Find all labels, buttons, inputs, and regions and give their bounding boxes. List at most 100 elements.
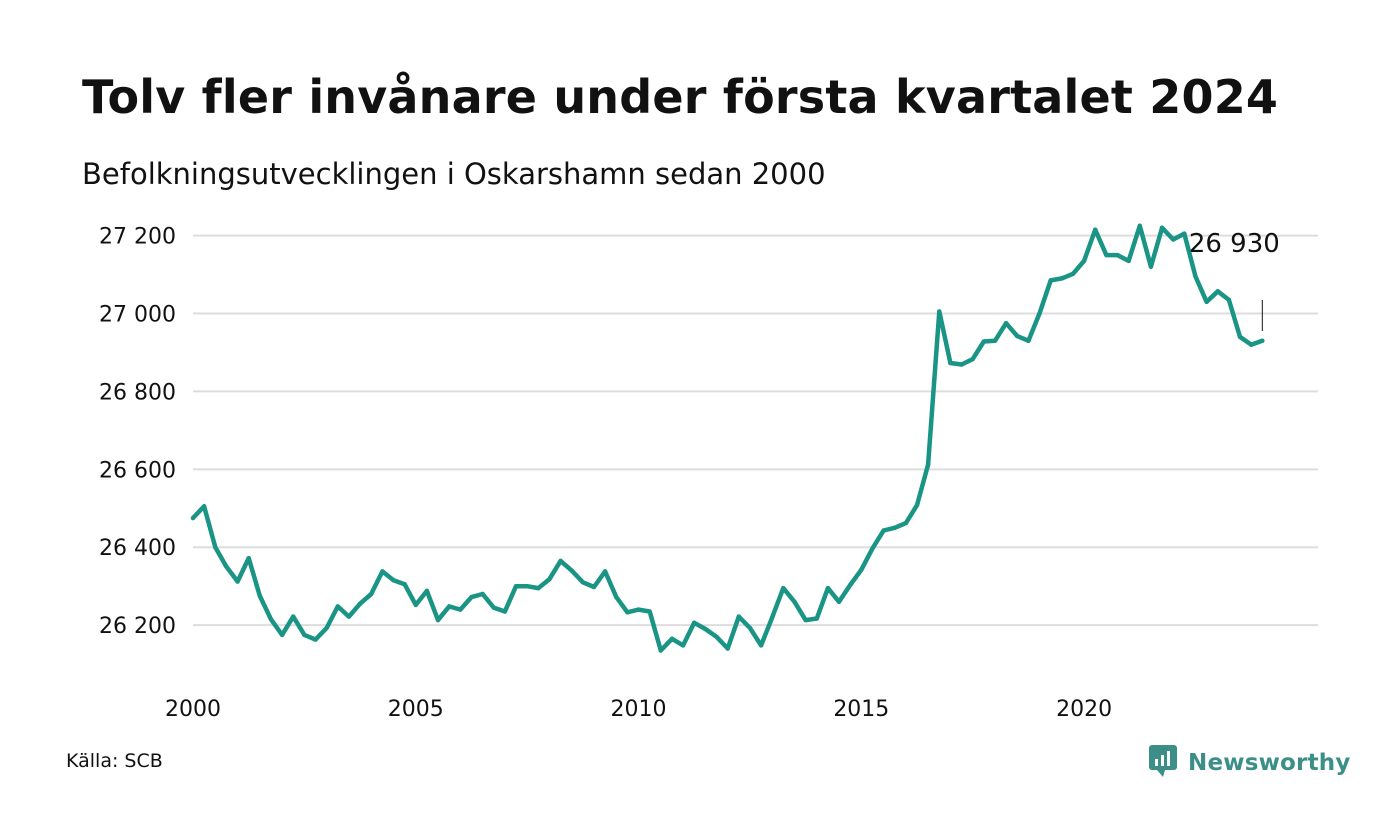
- data-point: [1226, 297, 1232, 303]
- data-point: [569, 568, 574, 573]
- data-point: [625, 610, 630, 615]
- data-point: [1237, 334, 1243, 340]
- x-tick-label: 2000: [165, 697, 221, 722]
- data-point: [992, 338, 998, 343]
- data-point: [391, 578, 396, 583]
- data-point: [602, 569, 608, 574]
- x-tick-label: 2010: [611, 697, 667, 722]
- data-point: [758, 643, 764, 648]
- data-point: [1048, 278, 1053, 283]
- data-point: [402, 582, 407, 587]
- data-point: [981, 339, 987, 344]
- data-point: [357, 601, 363, 606]
- y-axis-tick-labels: 26 200 26 400 26 600 26 800 27 000 27 200: [99, 225, 176, 640]
- y-tick-label: 26 600: [99, 458, 176, 483]
- data-point: [859, 567, 864, 573]
- data-point: [914, 502, 920, 508]
- gridlines: [193, 234, 1318, 627]
- data-point: [324, 625, 329, 631]
- data-point: [313, 637, 318, 642]
- chart-title: Tolv fler invånare under första kvartale…: [82, 70, 1279, 124]
- y-tick-label: 26 200: [99, 614, 176, 639]
- data-point: [1159, 225, 1165, 230]
- data-point: [847, 582, 853, 588]
- data-point: [892, 525, 897, 530]
- data-point: [458, 607, 463, 612]
- chart-subtitle: Befolkningsutvecklingen i Oskarshamn sed…: [82, 157, 826, 191]
- data-point: [736, 614, 741, 619]
- data-point: [1193, 274, 1198, 279]
- data-point: [224, 564, 229, 569]
- data-point: [213, 545, 218, 550]
- y-tick-label: 26 400: [99, 536, 176, 561]
- data-point: [1148, 264, 1154, 269]
- data-point: [881, 528, 886, 533]
- data-point: [291, 614, 296, 619]
- data-point: [636, 607, 641, 612]
- data-point: [925, 462, 931, 467]
- data-point: [680, 643, 686, 648]
- data-point: [1126, 258, 1131, 264]
- data-point: [770, 615, 775, 620]
- data-point: [424, 588, 430, 594]
- data-point: [781, 585, 786, 591]
- data-point: [547, 576, 552, 582]
- y-tick-label: 27 200: [99, 225, 176, 250]
- data-point: [1015, 333, 1020, 339]
- data-points: [190, 223, 1265, 653]
- data-point: [302, 632, 307, 638]
- data-point: [825, 585, 831, 591]
- data-point: [725, 646, 730, 651]
- data-point: [413, 602, 418, 608]
- data-point: [1215, 289, 1220, 294]
- data-point: [803, 617, 808, 623]
- data-point: [1260, 338, 1265, 343]
- data-point: [524, 583, 530, 589]
- data-point: [591, 584, 597, 590]
- newsworthy-logo-icon: [1148, 744, 1178, 782]
- data-point: [1070, 271, 1076, 276]
- data-point: [480, 591, 485, 597]
- data-point: [1170, 237, 1176, 242]
- data-point: [692, 620, 697, 626]
- data-point: [948, 360, 953, 366]
- data-point: [446, 604, 452, 609]
- data-point: [469, 594, 474, 600]
- data-point: [703, 626, 708, 632]
- data-point: [714, 634, 719, 640]
- x-tick-label: 2015: [833, 697, 889, 722]
- data-point: [1003, 321, 1009, 326]
- population-line: [190, 223, 1265, 653]
- data-point: [369, 591, 374, 597]
- data-point: [279, 632, 285, 638]
- data-point: [190, 515, 196, 521]
- data-point: [268, 617, 274, 622]
- newsworthy-logo: Newsworthy: [1148, 744, 1351, 782]
- data-point: [959, 362, 964, 367]
- data-point: [1115, 252, 1120, 258]
- data-point: [580, 580, 586, 585]
- data-point: [1248, 342, 1254, 347]
- data-point: [647, 609, 652, 614]
- data-point: [201, 504, 207, 509]
- data-point: [792, 599, 797, 604]
- y-tick-label: 27 000: [99, 302, 176, 327]
- data-point: [491, 605, 496, 610]
- data-point: [1104, 252, 1109, 258]
- data-point: [346, 614, 352, 619]
- data-point: [870, 546, 875, 551]
- data-point: [1137, 223, 1142, 229]
- data-point: [235, 579, 240, 584]
- data-point: [669, 636, 675, 641]
- y-tick-label: 26 800: [99, 380, 176, 405]
- data-point: [257, 593, 263, 599]
- data-point: [814, 616, 819, 621]
- data-point: [1059, 276, 1065, 281]
- newsworthy-logo-text: Newsworthy: [1188, 750, 1351, 776]
- x-tick-label: 2005: [388, 697, 444, 722]
- data-point: [1182, 231, 1187, 236]
- data-point: [747, 625, 753, 631]
- x-tick-label: 2020: [1056, 697, 1112, 722]
- data-point: [903, 520, 909, 526]
- data-point: [1037, 311, 1042, 316]
